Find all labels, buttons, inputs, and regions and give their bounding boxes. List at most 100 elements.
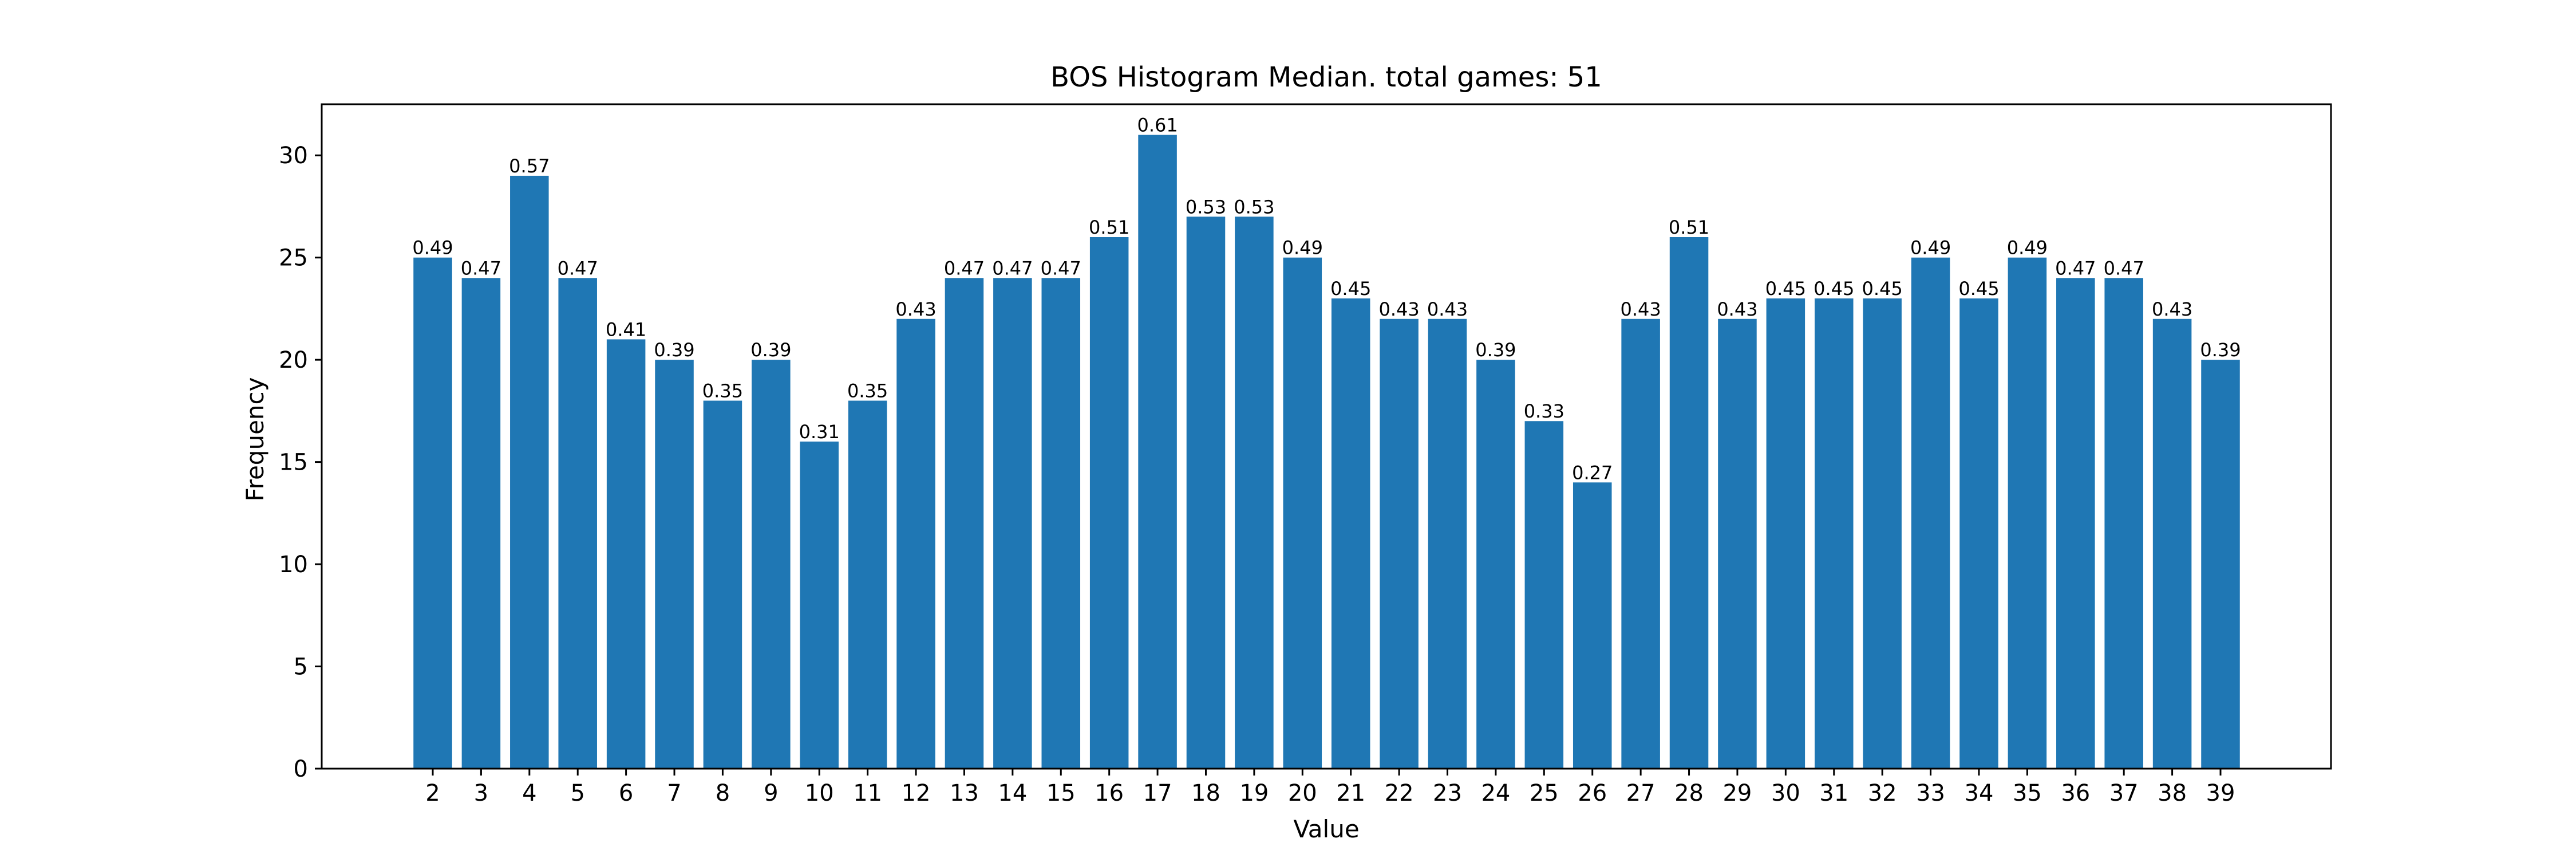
x-tick-label: 20: [1288, 780, 1317, 806]
bar-value-label: 0.45: [1330, 278, 1371, 300]
bar-7: [655, 360, 694, 769]
x-tick-label: 30: [1771, 780, 1800, 806]
x-axis-label: Value: [1293, 815, 1359, 843]
x-tick-label: 37: [2109, 780, 2139, 806]
x-tick-label: 16: [1095, 780, 1124, 806]
bar-8: [703, 400, 742, 769]
bar-value-label: 0.27: [1572, 462, 1613, 483]
x-tick-label: 19: [1239, 780, 1269, 806]
x-tick-label: 35: [2013, 780, 2042, 806]
bar-value-label: 0.47: [992, 257, 1033, 279]
bar-value-label: 0.31: [799, 421, 840, 443]
bar-11: [848, 400, 887, 769]
x-tick-label: 5: [570, 780, 584, 806]
x-tick-label: 36: [2061, 780, 2090, 806]
bar-29: [1718, 318, 1757, 769]
bar-value-label: 0.49: [412, 237, 453, 259]
bar-14: [993, 278, 1032, 769]
x-tick-label: 6: [619, 780, 633, 806]
bar-value-label: 0.47: [1041, 257, 1081, 279]
x-tick-label: 2: [425, 780, 440, 806]
x-tick-label: 39: [2206, 780, 2235, 806]
x-tick-label: 38: [2158, 780, 2187, 806]
x-tick-label: 23: [1433, 780, 1462, 806]
bar-value-label: 0.47: [461, 257, 501, 279]
bar-value-label: 0.49: [1282, 237, 1323, 259]
bar-36: [2056, 278, 2095, 769]
x-tick-label: 17: [1143, 780, 1172, 806]
bar-24: [1476, 360, 1515, 769]
bar-value-label: 0.53: [1234, 196, 1274, 218]
bar-value-label: 0.51: [1669, 217, 1709, 238]
bar-value-label: 0.49: [1910, 237, 1951, 259]
y-tick-label: 15: [279, 450, 308, 476]
x-tick-label: 3: [474, 780, 488, 806]
x-tick-label: 33: [1916, 780, 1945, 806]
bar-value-label: 0.47: [2104, 257, 2144, 279]
x-tick-label: 25: [1530, 780, 1559, 806]
x-tick-label: 27: [1626, 780, 1656, 806]
bar-value-label: 0.51: [1089, 217, 1129, 238]
x-tick-label: 26: [1578, 780, 1607, 806]
y-tick-label: 25: [279, 245, 308, 271]
bar-value-label: 0.53: [1186, 196, 1226, 218]
x-tick-label: 13: [950, 780, 979, 806]
y-ticks-layer: 0 5 10 15 20 25 30: [279, 143, 322, 782]
bar-value-label: 0.43: [1717, 298, 1757, 320]
x-tick-label: 7: [667, 780, 681, 806]
bar-20: [1283, 257, 1322, 769]
bar-23: [1428, 318, 1467, 769]
bar-value-label: 0.45: [1862, 278, 1903, 300]
bar-value-label: 0.39: [654, 339, 694, 361]
x-ticks-layer: 2 3 4 5 6 7 8 9 10 11 12 13 14 15 16 17 18 19 20 21 22 23 24 25…: [425, 769, 2235, 806]
x-tick-label: 14: [998, 780, 1027, 806]
x-tick-label: 22: [1385, 780, 1414, 806]
bar-value-label: 0.43: [2152, 298, 2192, 320]
bar-35: [2008, 257, 2047, 769]
bar-19: [1235, 217, 1274, 769]
bar-value-label: 0.57: [509, 155, 550, 177]
x-tick-label: 10: [805, 780, 834, 806]
bar-39: [2201, 360, 2240, 769]
bar-30: [1766, 298, 1805, 769]
bar-37: [2104, 278, 2143, 769]
bar-3: [461, 278, 501, 769]
y-tick-label: 10: [279, 552, 308, 578]
x-tick-label: 34: [1965, 780, 1994, 806]
x-tick-label: 32: [1868, 780, 1897, 806]
chart-title: BOS Histogram Median. total games: 51: [1050, 61, 1602, 93]
bar-value-label: 0.61: [1137, 115, 1178, 136]
x-tick-label: 21: [1336, 780, 1365, 806]
x-tick-label: 31: [1819, 780, 1848, 806]
bar-17: [1138, 135, 1177, 769]
bar-13: [945, 278, 984, 769]
bar-2: [413, 257, 452, 769]
y-axis-label: Frequency: [241, 377, 269, 502]
x-tick-label: 29: [1722, 780, 1752, 806]
bar-25: [1524, 421, 1564, 769]
bar-21: [1331, 298, 1370, 769]
x-tick-label: 28: [1674, 780, 1704, 806]
bar-9: [752, 360, 791, 769]
x-tick-label: 8: [716, 780, 730, 806]
bar-value-label: 0.39: [750, 339, 791, 361]
bar-value-label: 0.45: [1958, 278, 1999, 300]
bars-layer: [413, 135, 2240, 769]
y-tick-label: 20: [279, 347, 308, 373]
x-tick-label: 9: [764, 780, 778, 806]
x-tick-label: 15: [1046, 780, 1076, 806]
bar-22: [1380, 318, 1419, 769]
bar-value-label: 0.39: [2200, 339, 2241, 361]
bar-value-label: 0.43: [895, 298, 936, 320]
bar-value-label: 0.47: [558, 257, 598, 279]
bar-value-label: 0.35: [847, 380, 888, 402]
bar-18: [1186, 217, 1226, 769]
bar-31: [1814, 298, 1854, 769]
y-tick-label: 5: [294, 654, 308, 680]
bar-5: [558, 278, 597, 769]
bar-12: [896, 318, 935, 769]
bar-value-label: 0.43: [1621, 298, 1661, 320]
bar-value-label: 0.43: [1427, 298, 1468, 320]
y-tick-label: 30: [279, 143, 308, 169]
